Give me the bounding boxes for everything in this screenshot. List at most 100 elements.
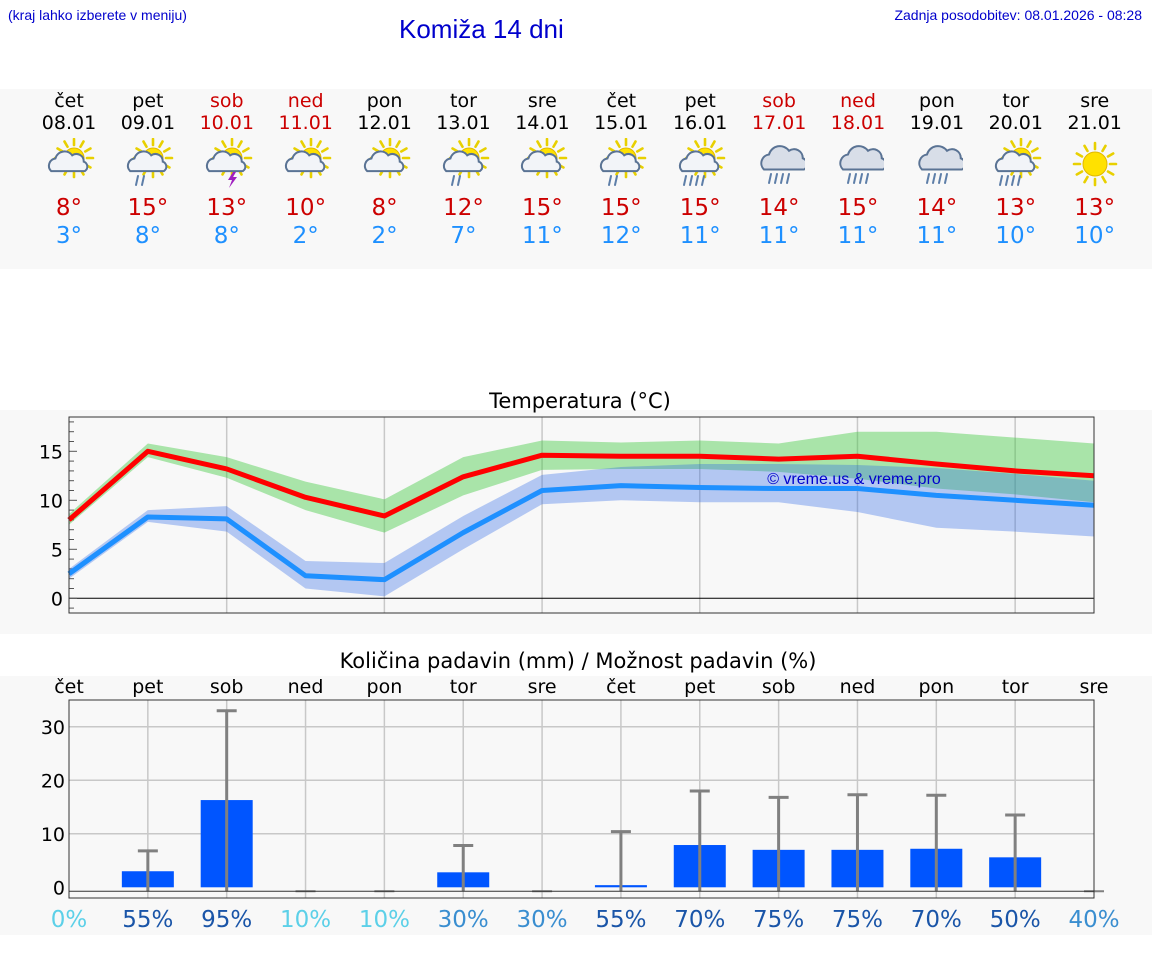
sun-icon bbox=[1072, 141, 1117, 187]
precip-probability: 10% bbox=[280, 907, 331, 933]
day-date: 09.01 bbox=[120, 112, 176, 134]
day-date: 08.01 bbox=[41, 112, 97, 134]
max-temp: 13° bbox=[206, 195, 248, 221]
sun-cloud-rain-icon bbox=[600, 138, 647, 186]
category-label: tor bbox=[1002, 676, 1029, 698]
day-name: sre bbox=[1080, 90, 1110, 112]
day-column: pon 19.01 14° 11° bbox=[897, 89, 977, 250]
day-name: sob bbox=[762, 90, 796, 112]
precip-probability: 10% bbox=[359, 907, 410, 933]
precip-probability: 50% bbox=[990, 907, 1041, 933]
max-temp: 15° bbox=[679, 195, 721, 221]
min-temperature-line bbox=[67, 483, 1095, 583]
day-date: 12.01 bbox=[357, 112, 412, 134]
max-temp: 15° bbox=[127, 195, 169, 221]
sun-cloud-heavy-rain-icon bbox=[994, 138, 1042, 186]
y-tick-label: 0 bbox=[53, 877, 65, 899]
sun-cloud-rain-icon bbox=[126, 138, 174, 186]
day-date: 15.01 bbox=[594, 112, 649, 134]
day-name: pet bbox=[684, 90, 716, 112]
category-label: sre bbox=[1080, 676, 1109, 698]
day-column: pet 16.01 15° 11° bbox=[660, 89, 740, 250]
max-temp: 8° bbox=[371, 195, 398, 221]
min-temp: 8° bbox=[213, 223, 240, 249]
day-date: 14.01 bbox=[515, 112, 570, 134]
max-temp: 13° bbox=[995, 195, 1037, 221]
last-updated: Zadnja posodobitev: 08.01.2026 - 08:28 bbox=[894, 7, 1142, 23]
sun-cloud-storm-icon bbox=[205, 138, 253, 188]
precip-probability: 95% bbox=[201, 907, 252, 933]
y-tick-label: 10 bbox=[39, 490, 63, 512]
max-temp: 8° bbox=[55, 195, 83, 221]
min-temp: 3° bbox=[55, 223, 83, 249]
day-date: 20.01 bbox=[988, 112, 1043, 134]
day-name: pet bbox=[132, 90, 164, 112]
min-temp: 2° bbox=[292, 223, 319, 249]
day-date: 10.01 bbox=[199, 112, 254, 134]
min-uncertainty-band bbox=[69, 464, 1094, 597]
precip-probability: 30% bbox=[438, 907, 489, 933]
day-date: 11.01 bbox=[278, 112, 333, 134]
sun-cloud-icon bbox=[363, 138, 410, 179]
sun-cloud-icon bbox=[521, 138, 568, 179]
category-label: pon bbox=[367, 676, 403, 698]
precip-probability: 70% bbox=[674, 907, 725, 933]
category-label: čet bbox=[606, 676, 636, 698]
day-name: sre bbox=[527, 90, 557, 112]
precip-probability: 0% bbox=[51, 907, 88, 933]
min-temp: 12° bbox=[600, 223, 642, 249]
min-temp: 11° bbox=[679, 223, 721, 249]
precip-probability: 70% bbox=[911, 907, 962, 933]
daily-forecast: čet 08.01 8° 3° pet 09.01 15° 8° sob 10.01 13° 8° ne… bbox=[0, 89, 1152, 269]
day-column: čet 15.01 15° 12° bbox=[581, 89, 661, 250]
category-label: ned bbox=[840, 676, 876, 698]
min-temp: 8° bbox=[134, 223, 161, 249]
sun-cloud-icon bbox=[284, 138, 331, 179]
max-temp: 14° bbox=[758, 195, 800, 221]
max-temp: 15° bbox=[600, 195, 642, 221]
day-column: ned 18.01 15° 11° bbox=[818, 89, 898, 250]
day-date: 16.01 bbox=[672, 112, 728, 134]
y-tick-label: 0 bbox=[51, 588, 63, 610]
y-tick-label: 20 bbox=[41, 770, 65, 792]
day-date: 19.01 bbox=[909, 112, 965, 134]
max-temp: 12° bbox=[443, 195, 484, 221]
y-tick-label: 5 bbox=[51, 539, 63, 561]
min-temp: 11° bbox=[837, 223, 879, 249]
day-name: tor bbox=[1002, 90, 1030, 112]
day-name: ned bbox=[840, 90, 876, 112]
sun-cloud-rain-icon bbox=[442, 138, 489, 186]
day-column: ned 11.01 10° 2° bbox=[266, 89, 346, 250]
day-name: sob bbox=[210, 90, 244, 112]
day-name: pon bbox=[919, 90, 955, 112]
day-name: tor bbox=[450, 90, 477, 112]
min-temp: 11° bbox=[758, 223, 800, 249]
min-temp: 11° bbox=[522, 223, 563, 249]
category-label: tor bbox=[450, 676, 477, 698]
sun-cloud-heavy-rain-icon bbox=[679, 138, 726, 186]
day-column: sob 10.01 13° 8° bbox=[187, 89, 267, 250]
min-temp: 10° bbox=[995, 223, 1037, 249]
temperature-chart-title: Temperatura (°C) bbox=[488, 389, 671, 413]
min-temp: 2° bbox=[371, 223, 398, 249]
max-temp: 10° bbox=[285, 195, 327, 221]
day-date: 13.01 bbox=[436, 112, 491, 134]
precip-probability: 55% bbox=[595, 907, 646, 933]
day-column: sre 21.01 13° 10° bbox=[1055, 89, 1135, 250]
category-label: sre bbox=[528, 676, 557, 698]
forecast-band bbox=[0, 89, 1152, 269]
location-hint[interactable]: (kraj lahko izberete v meniju) bbox=[8, 7, 187, 23]
category-label: čet bbox=[54, 676, 84, 698]
category-label: ned bbox=[288, 676, 324, 698]
category-label: sob bbox=[762, 676, 796, 698]
day-date: 17.01 bbox=[751, 112, 807, 134]
page-title: Komiža 14 dni bbox=[399, 14, 564, 44]
min-temp: 10° bbox=[1074, 223, 1116, 249]
max-temp: 13° bbox=[1074, 195, 1116, 221]
plot-border bbox=[68, 416, 1095, 614]
precip-probability: 40% bbox=[1068, 907, 1119, 933]
day-name: čet bbox=[606, 90, 637, 112]
plot-area bbox=[69, 417, 1094, 613]
day-name: ned bbox=[287, 90, 324, 112]
precipitation-chart: Količina padavin (mm) / Možnost padavin … bbox=[41, 649, 1120, 933]
